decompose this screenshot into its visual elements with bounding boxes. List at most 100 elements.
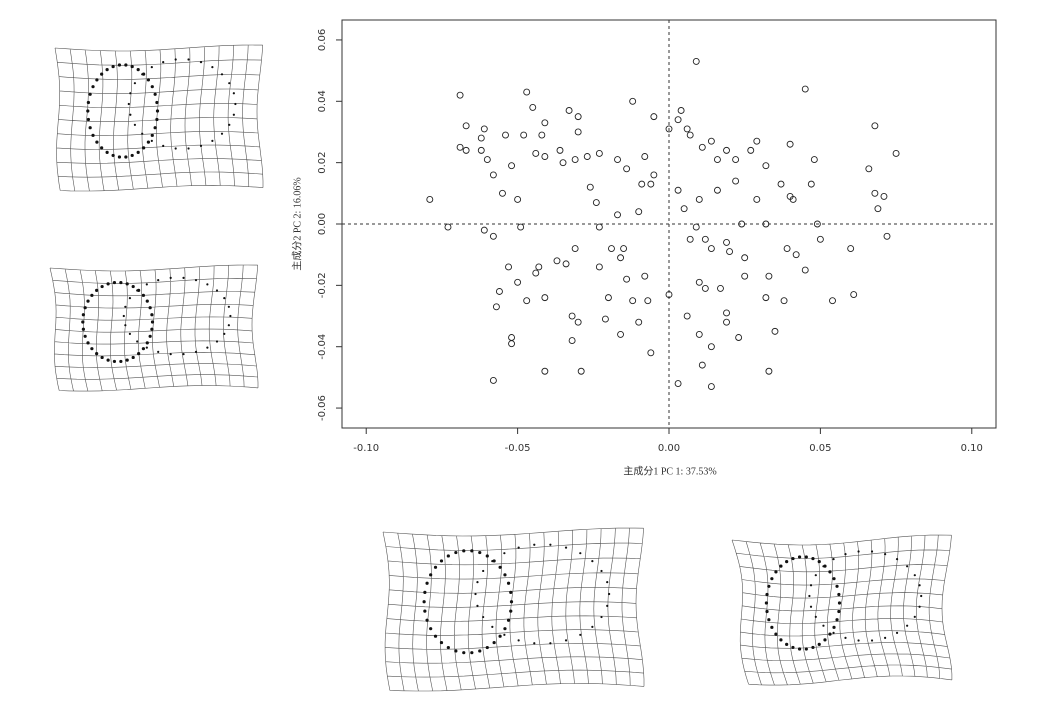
landmark — [211, 139, 214, 142]
landmark — [817, 560, 821, 564]
landmark — [779, 638, 783, 642]
point — [614, 211, 621, 219]
point — [574, 113, 582, 121]
point — [517, 223, 525, 231]
landmark — [492, 640, 496, 645]
landmark — [837, 601, 842, 605]
landmark — [133, 82, 137, 85]
landmark — [182, 276, 185, 279]
landmark — [155, 117, 159, 122]
point — [732, 177, 740, 185]
point — [771, 327, 779, 335]
landmark — [857, 550, 860, 553]
landmark — [767, 618, 771, 622]
landmark — [446, 554, 450, 558]
landmark — [223, 297, 226, 300]
landmark — [439, 640, 444, 645]
landmark — [232, 113, 235, 116]
point — [816, 235, 824, 243]
point — [644, 297, 652, 305]
point — [701, 235, 709, 243]
landmark — [145, 346, 148, 349]
landmark — [130, 64, 134, 69]
landmark — [579, 633, 582, 636]
point — [847, 245, 855, 252]
point — [635, 208, 643, 216]
point — [695, 330, 703, 338]
point — [520, 131, 528, 139]
point — [707, 383, 715, 391]
point — [532, 149, 540, 157]
landmark — [111, 153, 115, 158]
landmark — [153, 92, 157, 96]
landmark — [429, 627, 433, 631]
landmark — [767, 584, 771, 588]
landmark — [478, 550, 482, 555]
point — [783, 245, 791, 252]
landmark — [837, 609, 841, 614]
landmark — [215, 340, 219, 343]
point — [829, 297, 836, 305]
point — [692, 57, 700, 65]
point — [480, 226, 488, 234]
grid-mesh — [49, 264, 259, 392]
landmark — [182, 353, 185, 356]
point — [810, 156, 818, 164]
landmark — [549, 642, 552, 645]
landmark — [142, 146, 146, 150]
point — [444, 223, 452, 231]
landmark — [128, 297, 132, 300]
point — [741, 254, 749, 262]
point — [426, 196, 434, 203]
landmark — [153, 126, 157, 130]
landmark — [124, 324, 127, 327]
landmark — [470, 651, 474, 655]
landmark — [600, 615, 603, 619]
landmark — [884, 636, 887, 639]
landmark — [117, 63, 122, 67]
point — [477, 146, 485, 154]
point — [680, 205, 688, 213]
landmark — [81, 320, 85, 324]
landmark — [785, 560, 789, 564]
point — [559, 159, 567, 167]
landmark — [476, 604, 479, 607]
y-axis-label: 主成分2 PC 2: 16.06% — [291, 177, 303, 270]
point — [568, 337, 576, 345]
landmark — [146, 140, 151, 144]
point — [514, 196, 522, 203]
landmark — [425, 618, 429, 622]
landmark — [88, 126, 92, 130]
landmark — [119, 280, 123, 285]
landmark — [220, 132, 224, 135]
point — [541, 153, 549, 160]
point — [595, 223, 603, 231]
landmark — [533, 543, 536, 546]
point — [892, 149, 900, 157]
deformation-grids — [49, 44, 953, 692]
point — [813, 220, 821, 228]
point — [871, 189, 879, 197]
landmark — [439, 559, 444, 563]
landmark — [141, 293, 146, 297]
point — [665, 125, 673, 133]
point — [538, 131, 546, 139]
y-tick-label: -0.02 — [317, 272, 328, 298]
point — [629, 297, 637, 305]
point — [874, 205, 882, 213]
landmark — [81, 327, 85, 331]
point — [635, 318, 643, 326]
point — [762, 220, 770, 228]
point — [762, 294, 770, 302]
landmark — [422, 600, 426, 604]
landmark — [117, 155, 122, 159]
point — [741, 272, 749, 280]
point — [723, 309, 730, 317]
point — [508, 340, 516, 348]
landmark — [446, 645, 450, 650]
landmark — [474, 592, 477, 596]
point — [738, 220, 746, 228]
landmark — [809, 584, 813, 587]
landmark — [503, 633, 506, 636]
